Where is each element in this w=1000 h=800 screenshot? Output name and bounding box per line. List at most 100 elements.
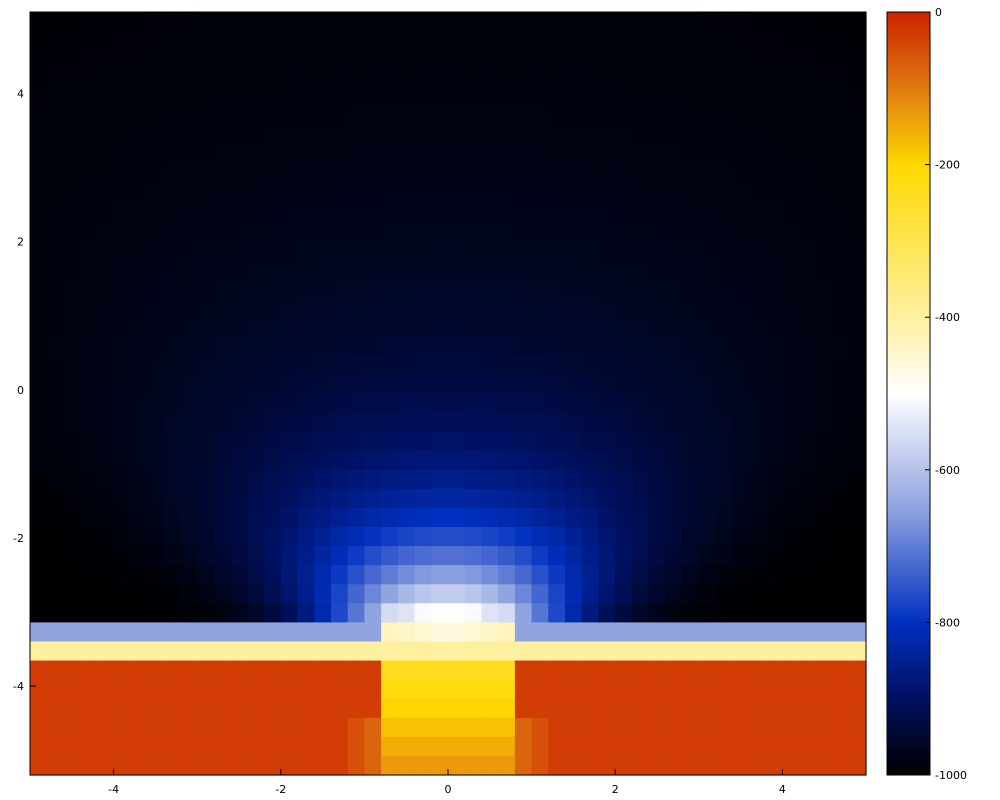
heatmap-cell — [46, 622, 65, 643]
heatmap-cell — [213, 355, 232, 376]
heatmap-cell — [213, 126, 232, 147]
heatmap-cell — [330, 450, 349, 471]
heatmap-cell — [782, 450, 800, 471]
heatmap-cell — [631, 202, 650, 223]
heatmap-cell — [648, 488, 666, 509]
heatmap-cell — [397, 755, 416, 776]
heatmap-cell — [46, 50, 65, 70]
heatmap-cell — [698, 527, 717, 547]
heatmap-cell — [631, 546, 650, 566]
heatmap-cell — [498, 507, 516, 528]
heatmap-cell — [197, 527, 215, 547]
heatmap-cell — [448, 145, 466, 166]
heatmap-cell — [598, 527, 616, 547]
heatmap-cell — [30, 374, 48, 395]
heatmap-cell — [464, 603, 483, 623]
heatmap-cell — [113, 641, 131, 662]
heatmap-cell — [130, 69, 148, 89]
heatmap-cell — [63, 431, 81, 452]
heatmap-cell — [464, 584, 483, 604]
heatmap-cell — [531, 259, 549, 280]
heatmap-cell — [130, 240, 148, 261]
heatmap-cell — [849, 374, 867, 395]
heatmap-cell — [96, 31, 115, 51]
heatmap-cell — [732, 450, 750, 471]
heatmap-cell — [849, 298, 867, 318]
heatmap-cell — [96, 565, 115, 585]
heatmap-cell — [80, 145, 98, 166]
heatmap-cell — [163, 69, 182, 89]
heatmap-cell — [815, 240, 834, 261]
heatmap-cell — [63, 393, 81, 414]
colorbar-tick-label: -400 — [935, 311, 960, 324]
heatmap-cell — [247, 31, 265, 51]
heatmap-cell — [431, 755, 449, 776]
heatmap-cell — [364, 698, 382, 719]
heatmap-cell — [464, 622, 483, 643]
heatmap-cell — [46, 259, 65, 280]
heatmap-cell — [414, 126, 432, 147]
heatmap-cell — [682, 736, 700, 757]
heatmap-cell — [130, 450, 148, 471]
heatmap-cell — [130, 31, 148, 51]
heatmap-cell — [46, 317, 65, 337]
heatmap-cell — [464, 546, 483, 566]
heatmap-cell — [247, 183, 265, 204]
heatmap-cell — [96, 469, 115, 490]
heatmap-cell — [514, 507, 533, 528]
heatmap-cell — [197, 12, 215, 32]
heatmap-cell — [63, 603, 81, 623]
heatmap-cell — [765, 240, 783, 261]
heatmap-cell — [648, 507, 666, 528]
heatmap-cell — [247, 431, 265, 452]
heatmap-cell — [514, 736, 533, 757]
heatmap-cell — [230, 412, 248, 433]
heatmap-cell — [498, 12, 516, 32]
heatmap-cell — [163, 259, 182, 280]
heatmap-cell — [581, 603, 600, 623]
heatmap-cell — [113, 298, 131, 318]
heatmap-cell — [615, 126, 633, 147]
heatmap-cell — [698, 374, 717, 395]
heatmap-cell — [682, 31, 700, 51]
heatmap-cell — [180, 565, 198, 585]
heatmap-cell — [314, 584, 332, 604]
heatmap-cell — [799, 221, 817, 242]
heatmap-cell — [849, 259, 867, 280]
heatmap-cell — [715, 298, 733, 318]
heatmap-cell — [849, 546, 867, 566]
heatmap-cell — [30, 698, 48, 719]
heatmap-cell — [280, 240, 299, 261]
heatmap-cell — [799, 259, 817, 280]
heatmap-cell — [330, 221, 349, 242]
heatmap-cell — [648, 660, 666, 681]
heatmap-cell — [648, 584, 666, 604]
heatmap-cell — [464, 450, 483, 471]
heatmap-cell — [113, 107, 131, 128]
heatmap-cell — [180, 679, 198, 700]
heatmap-cell — [197, 126, 215, 147]
heatmap-cell — [364, 355, 382, 376]
heatmap-cell — [748, 565, 767, 585]
heatmap-cell — [732, 69, 750, 89]
heatmap-cell — [565, 469, 583, 490]
heatmap-cell — [247, 412, 265, 433]
heatmap-cell — [815, 698, 834, 719]
heatmap-cell — [648, 603, 666, 623]
heatmap-cell — [63, 736, 81, 757]
heatmap-cell — [715, 50, 733, 70]
heatmap-cell — [464, 317, 483, 337]
heatmap-cell — [80, 507, 98, 528]
heatmap-cell — [581, 336, 600, 356]
heatmap-cell — [264, 50, 282, 70]
heatmap-cell — [815, 507, 834, 528]
heatmap-cell — [30, 622, 48, 643]
heatmap-cell — [581, 469, 600, 490]
heatmap-cell — [230, 50, 248, 70]
heatmap-cell — [247, 374, 265, 395]
heatmap-cell — [531, 431, 549, 452]
heatmap-cell — [364, 374, 382, 395]
heatmap-cell — [748, 603, 767, 623]
heatmap-cell — [581, 755, 600, 776]
